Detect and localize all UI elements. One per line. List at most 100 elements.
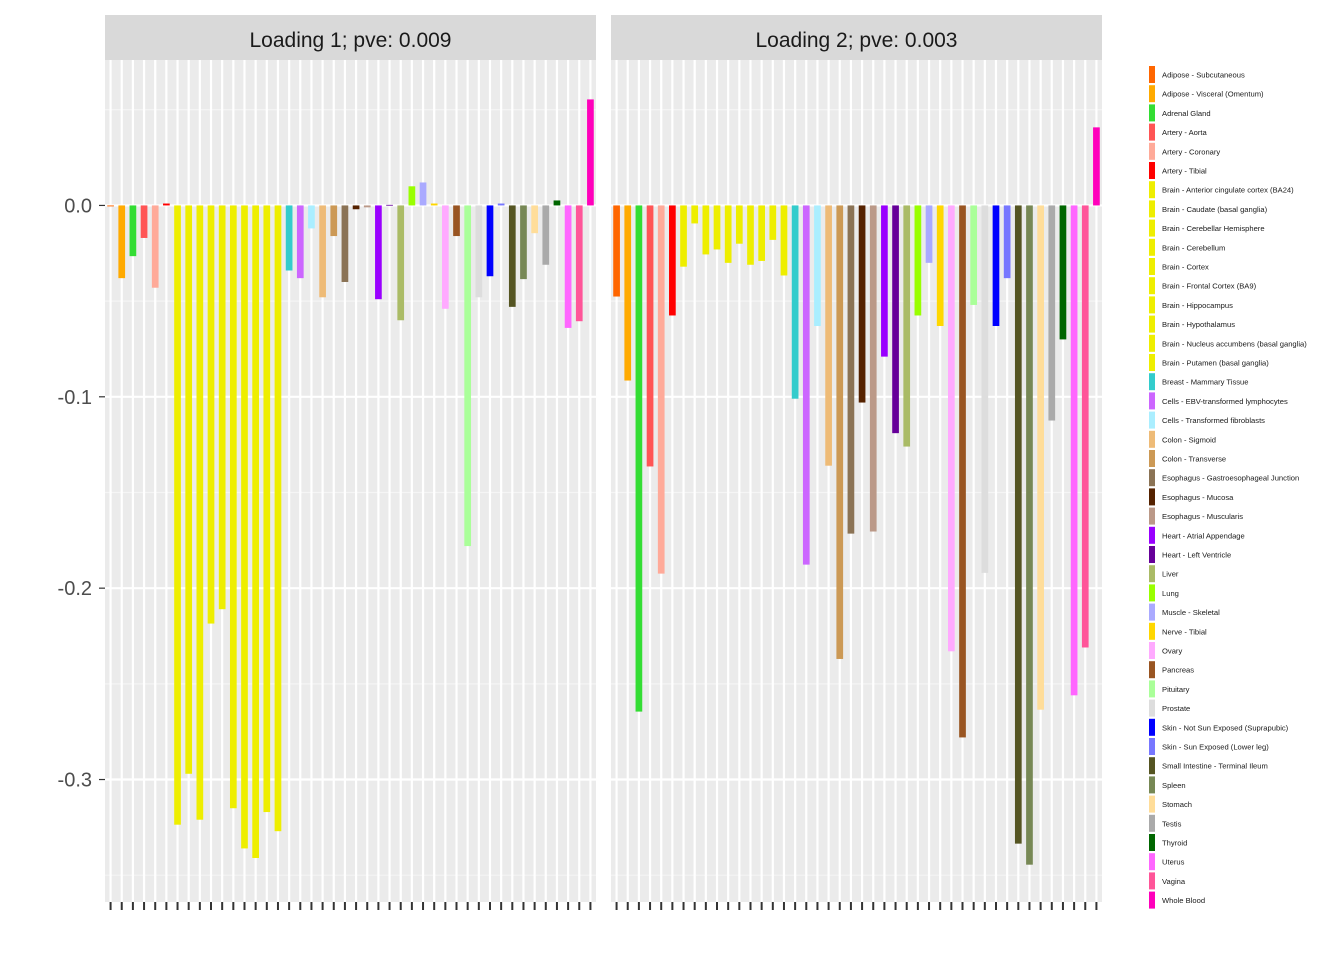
bar-2-7	[691, 205, 699, 224]
bar-2-17	[802, 205, 810, 565]
legend-swatch	[1149, 354, 1155, 371]
bar-2-26	[903, 205, 911, 447]
bar-1-14	[263, 205, 271, 813]
bar-1-7	[185, 205, 193, 774]
bar-2-36	[1014, 205, 1022, 844]
bar-2-33	[981, 205, 989, 573]
bar-1-19	[319, 205, 326, 298]
bar-1-4	[151, 205, 159, 288]
bar-2-27	[914, 205, 922, 316]
legend-swatch	[1149, 296, 1155, 314]
legend-swatch	[1149, 546, 1155, 563]
legend-label: Colon - Transverse	[1162, 455, 1226, 464]
legend-swatch	[1149, 834, 1155, 851]
legend-label: Artery - Aorta	[1162, 128, 1208, 137]
bar-1-38	[531, 205, 538, 234]
legend-swatch	[1149, 642, 1155, 659]
y-tick-label: 0.0	[64, 195, 92, 217]
bar-2-14	[769, 205, 777, 240]
legend-swatch	[1149, 66, 1155, 83]
bar-1-15	[274, 205, 282, 832]
legend-label: Breast - Mammary Tissue	[1162, 378, 1249, 387]
legend-swatch	[1149, 680, 1155, 698]
legend-label: Brain - Frontal Cortex (BA9)	[1162, 282, 1257, 291]
bar-1-37	[520, 205, 527, 280]
legend-swatch	[1149, 565, 1155, 583]
legend-swatch	[1149, 776, 1155, 794]
legend-swatch	[1149, 430, 1155, 448]
legend-swatch	[1149, 392, 1155, 410]
legend-swatch	[1149, 795, 1155, 813]
bar-2-5	[669, 205, 676, 316]
legend-label: Brain - Hippocampus	[1162, 301, 1233, 310]
facet-strip	[611, 15, 1102, 60]
bar-2-32	[970, 205, 978, 305]
bar-1-12	[241, 205, 248, 849]
legend-swatch	[1149, 526, 1155, 544]
legend-swatch	[1149, 85, 1155, 103]
bar-2-1	[624, 205, 632, 381]
bar-1-42	[575, 205, 583, 322]
legend-label: Brain - Nucleus accumbens (basal ganglia…	[1162, 339, 1307, 348]
legend-label: Whole Blood	[1162, 896, 1205, 905]
legend-swatch	[1149, 200, 1155, 218]
bar-1-35	[497, 203, 505, 206]
legend-label: Pituitary	[1162, 685, 1190, 694]
bar-1-3	[140, 205, 148, 238]
legend-label: Pancreas	[1162, 666, 1194, 675]
legend-label: Uterus	[1162, 858, 1185, 867]
bar-1-27	[408, 186, 416, 206]
bar-2-43	[1093, 127, 1100, 206]
legend-label: Brain - Caudate (basal ganglia)	[1162, 205, 1268, 214]
bar-1-39	[542, 205, 550, 265]
legend-label: Liver	[1162, 570, 1179, 579]
legend-label: Colon - Sigmoid	[1162, 435, 1216, 444]
bar-1-0	[107, 205, 114, 207]
bar-1-8	[196, 205, 204, 820]
legend-label: Artery - Coronary	[1162, 147, 1220, 156]
legend-swatch	[1149, 872, 1155, 890]
legend-swatch	[1149, 238, 1155, 256]
legend-swatch	[1149, 123, 1155, 141]
facet-strip	[105, 15, 596, 60]
legend-swatch	[1149, 181, 1155, 199]
bar-1-11	[229, 205, 237, 809]
legend-label: Esophagus - Muscularis	[1162, 512, 1243, 521]
legend-swatch	[1149, 507, 1155, 525]
bar-1-41	[564, 205, 572, 328]
legend-swatch	[1149, 162, 1155, 179]
bar-1-29	[430, 203, 438, 206]
legend-label: Brain - Anterior cingulate cortex (BA24)	[1162, 186, 1294, 195]
bar-2-6	[680, 205, 687, 267]
bar-2-39	[1048, 205, 1056, 421]
legend-swatch	[1149, 603, 1155, 621]
facet-title: Loading 2; pve: 0.003	[755, 29, 957, 52]
bar-1-22	[352, 205, 360, 210]
legend-swatch	[1149, 277, 1155, 295]
bar-1-2	[129, 205, 137, 257]
bar-1-20	[330, 205, 338, 237]
legend-swatch	[1149, 699, 1155, 717]
bar-2-19	[825, 205, 832, 466]
bar-2-29	[936, 205, 944, 326]
bar-1-30	[442, 205, 449, 309]
bar-1-1	[118, 205, 126, 279]
legend-swatch	[1149, 584, 1155, 602]
bar-1-36	[508, 205, 516, 307]
legend-swatch	[1149, 488, 1155, 506]
bar-1-10	[218, 205, 226, 610]
bar-2-13	[758, 205, 765, 261]
bar-2-9	[713, 205, 721, 250]
y-tick-label: -0.3	[58, 770, 92, 792]
legend-swatch	[1149, 661, 1155, 679]
legend-label: Adrenal Gland	[1162, 109, 1211, 118]
bar-1-13	[252, 205, 259, 858]
legend-label: Cells - Transformed fibroblasts	[1162, 416, 1265, 425]
legend-label: Artery - Tibial	[1162, 167, 1207, 176]
bar-2-11	[735, 205, 743, 244]
bar-1-43	[587, 99, 594, 206]
bar-1-33	[475, 205, 483, 298]
legend-label: Adipose - Subcutaneous	[1162, 71, 1245, 80]
bar-2-37	[1026, 205, 1033, 865]
legend-label: Brain - Hypothalamus	[1162, 320, 1235, 329]
